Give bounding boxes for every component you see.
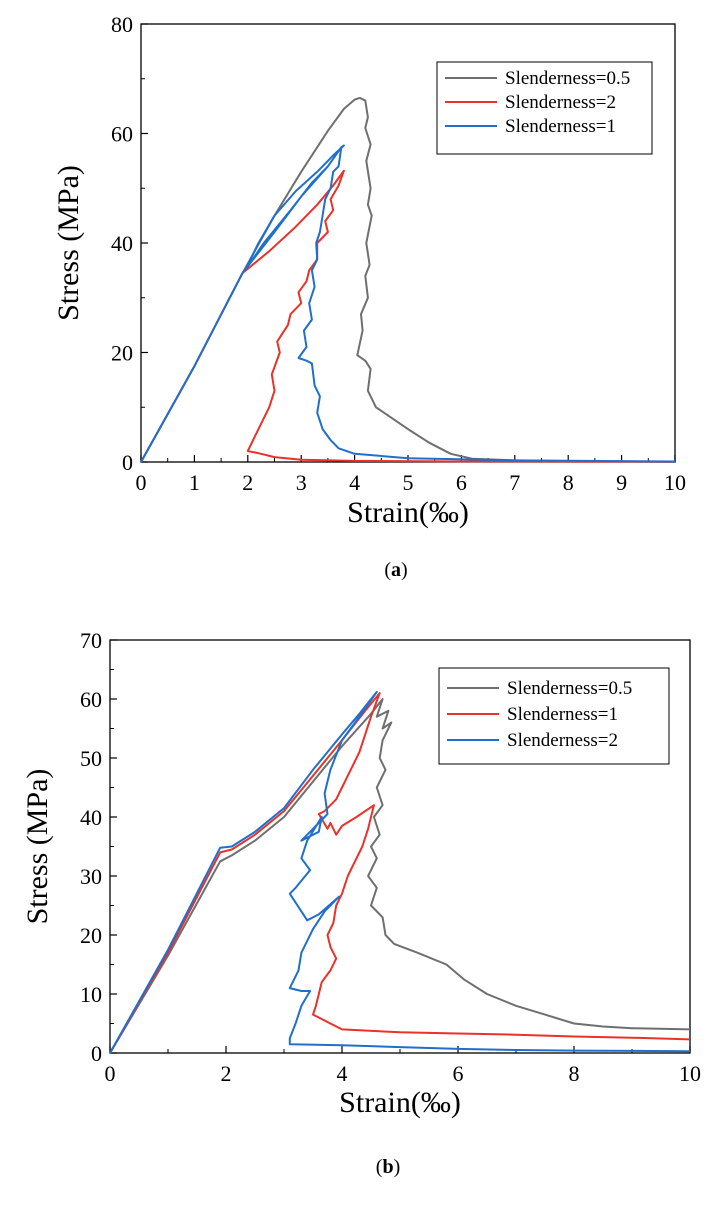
y-tick-label: 60 [111, 122, 133, 147]
panel-label-open: ( [376, 1156, 383, 1178]
y-tick-label: 0 [91, 1041, 102, 1066]
x-tick-label: 8 [569, 1061, 580, 1086]
y-tick-label: 20 [111, 341, 133, 366]
legend: Slenderness=0.5 Slenderness=1 Slenderness=… [438, 667, 670, 765]
x-tick-label: 8 [563, 470, 574, 495]
y-tick-label: 30 [80, 864, 102, 889]
panel-b-chart: 0 2 4 6 8 10010203040506070Slenderness=0.5Sle… [21, 628, 701, 1178]
x-tick-label: 3 [296, 470, 307, 495]
panel-label-letter: a [391, 559, 401, 581]
series-line-1 [109, 698, 691, 1054]
series-line-3 [140, 144, 676, 463]
legend-entry: Slenderness=0.5 [505, 68, 630, 89]
x-tick-label: 10 [664, 470, 686, 495]
x-tick-label: 2 [221, 1061, 232, 1086]
x-tick-label: 0 [105, 1061, 116, 1086]
panel-label-letter: b [382, 1156, 393, 1178]
x-tick-label: 0 [136, 470, 147, 495]
y-axis-title: Stress (MPa) [21, 769, 54, 925]
legend-entry: Slenderness=1 [505, 116, 616, 137]
x-tick-label: 6 [453, 1061, 464, 1086]
y-tick-label: 50 [80, 746, 102, 771]
x-tick-label: 2 [242, 470, 253, 495]
panel-a-chart: 0 1 2 3 4 5 6 7 8 9 10020406080Slenderness=0.5Slen… [52, 12, 686, 581]
x-axis-title: Strain(‰) [347, 496, 469, 529]
x-tick-label: 1 [189, 470, 200, 495]
series-line-1 [140, 96, 676, 463]
panel-label-close: ) [401, 559, 408, 581]
legend-entry: Slenderness=0.5 [507, 678, 632, 699]
panel-label: (b) [376, 1156, 400, 1178]
y-tick-label: 20 [80, 923, 102, 948]
x-tick-label: 4 [337, 1061, 348, 1086]
y-tick-label: 40 [111, 231, 133, 256]
x-tick-label: 9 [616, 470, 627, 495]
series-line-3 [109, 690, 691, 1054]
series-line-2 [109, 692, 691, 1054]
panel-label-close: ) [394, 1156, 401, 1178]
legend: Slenderness=0.5 Slenderness=2 Slenderness=… [436, 61, 653, 155]
x-tick-label: 7 [509, 470, 520, 495]
panel-label-open: ( [384, 559, 391, 581]
x-tick-label: 10 [679, 1061, 701, 1086]
legend-box [438, 667, 670, 765]
x-tick-label: 5 [403, 470, 414, 495]
legend-entry: Slenderness=2 [505, 92, 616, 113]
y-tick-label: 0 [122, 450, 133, 475]
legend-entry: Slenderness=2 [507, 730, 618, 751]
y-tick-label: 60 [80, 687, 102, 712]
x-axis-title: Strain(‰) [339, 1086, 461, 1119]
x-tick-label: 6 [456, 470, 467, 495]
panel-label: (a) [384, 559, 407, 581]
y-tick-label: 10 [80, 982, 102, 1007]
y-axis-title: Stress (MPa) [52, 165, 85, 321]
y-tick-label: 80 [111, 12, 133, 37]
legend-entry: Slenderness=1 [507, 704, 618, 725]
y-tick-label: 40 [80, 805, 102, 830]
y-tick-label: 70 [80, 628, 102, 653]
x-tick-label: 4 [349, 470, 360, 495]
